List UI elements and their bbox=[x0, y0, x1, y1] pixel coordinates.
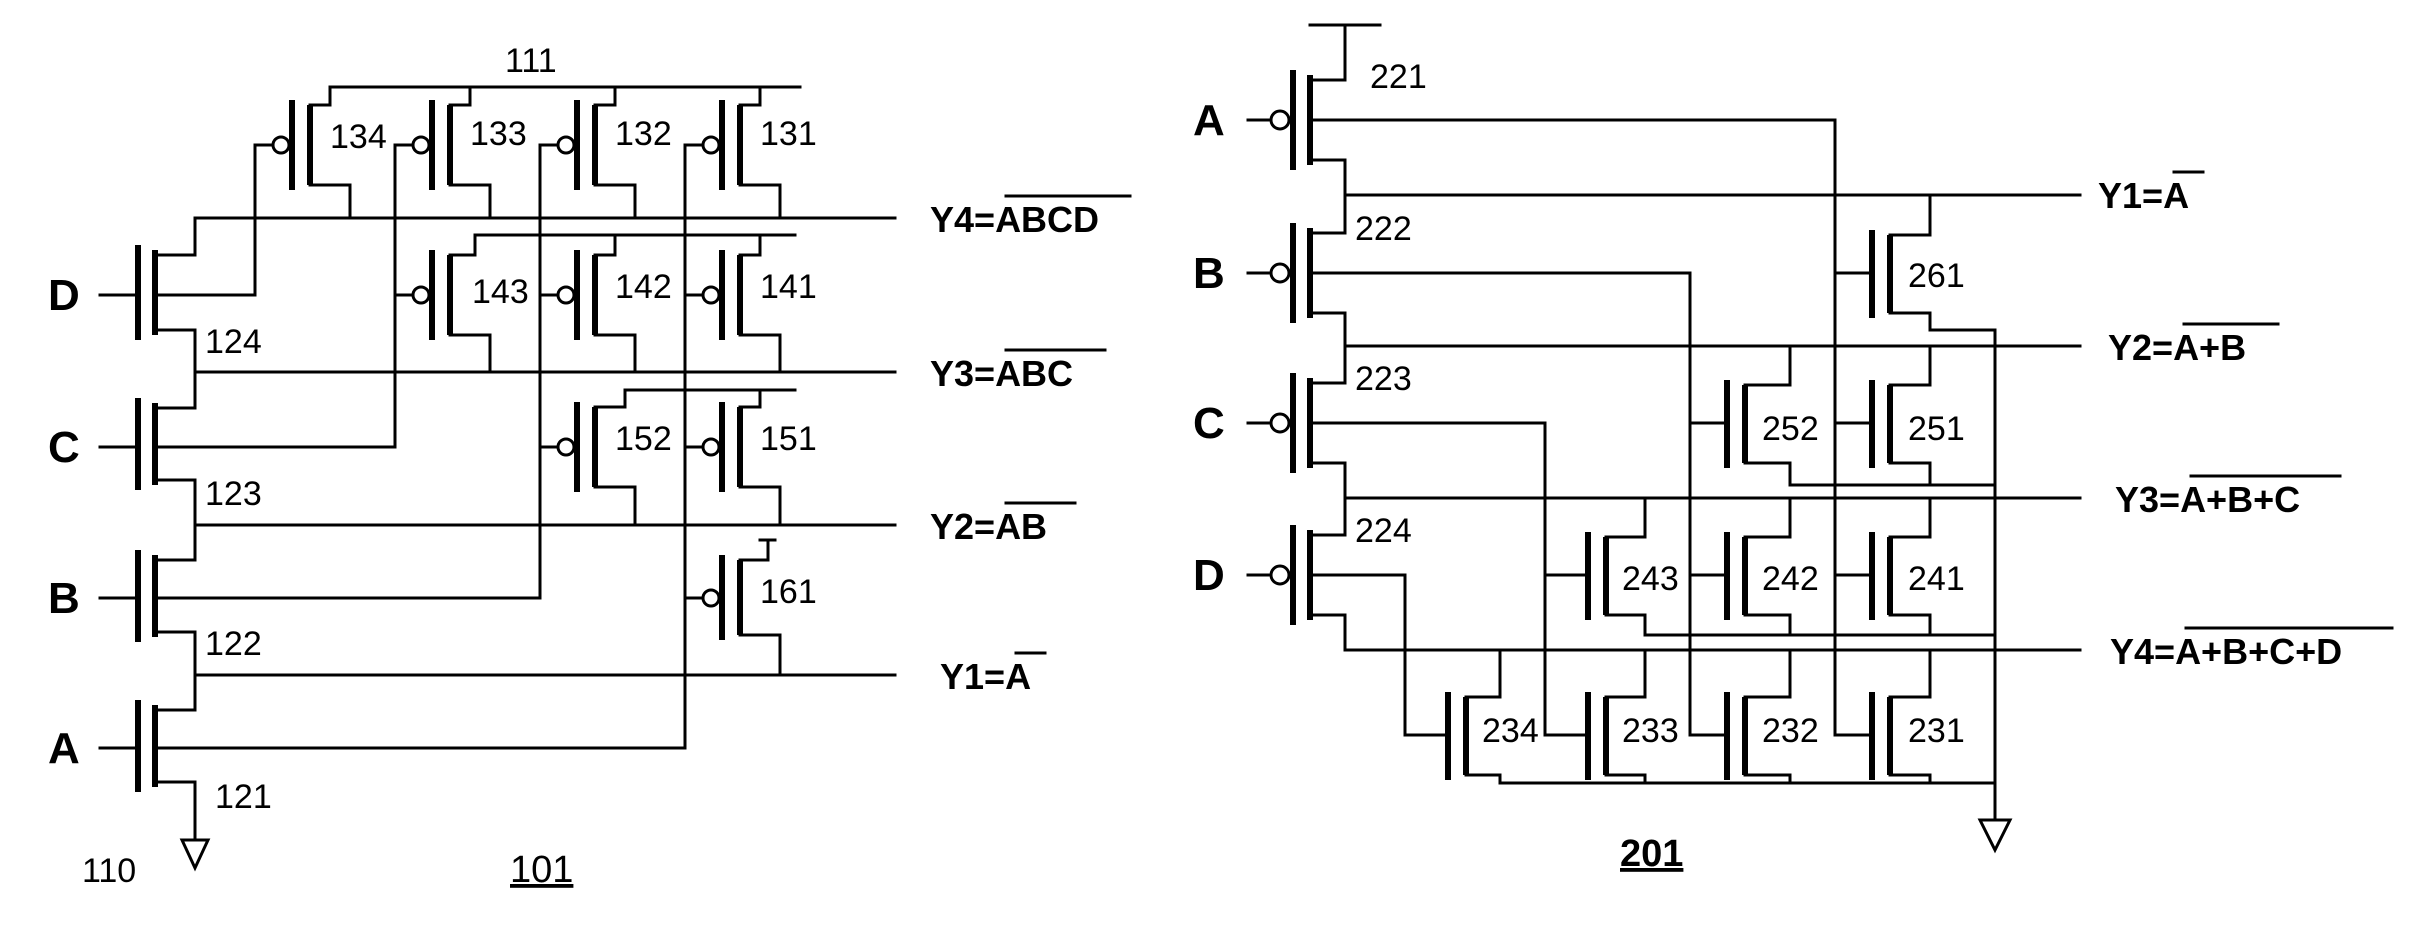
label-233: 233 bbox=[1622, 712, 1679, 750]
input-a-201: A bbox=[1193, 96, 1225, 145]
svg-text:Y4=A+B+C+D: Y4=A+B+C+D bbox=[2110, 631, 2342, 672]
svg-text:Y4=ABCD: Y4=ABCD bbox=[930, 199, 1099, 240]
input-b: B bbox=[48, 574, 80, 623]
pmos-row-y2 bbox=[538, 388, 782, 527]
output-y3-201: Y3=A+B+C bbox=[2115, 474, 2342, 520]
label-251: 251 bbox=[1908, 410, 1965, 448]
output-y3: Y3=ABC bbox=[930, 348, 1107, 394]
ground-icon-201 bbox=[1977, 818, 2013, 854]
node-224: 224 bbox=[1355, 512, 1412, 550]
label-151: 151 bbox=[760, 420, 817, 458]
input-b-201: B bbox=[1193, 249, 1225, 298]
output-y1: Y1=A bbox=[940, 651, 1047, 697]
label-243: 243 bbox=[1622, 560, 1679, 598]
node-121: 121 bbox=[215, 778, 272, 816]
pmos-row-y1 bbox=[683, 538, 782, 677]
figure-label-201: 201 bbox=[1620, 833, 1683, 875]
label-142: 142 bbox=[615, 268, 672, 306]
svg-text:Y3=ABC: Y3=ABC bbox=[930, 353, 1073, 394]
nmos-261 bbox=[1833, 193, 1997, 332]
svg-text:Y2=AB: Y2=AB bbox=[930, 506, 1047, 547]
nmos-row-y3-201 bbox=[1543, 496, 1997, 637]
label-241: 241 bbox=[1908, 560, 1965, 598]
label-141: 141 bbox=[760, 268, 817, 306]
input-a: A bbox=[48, 724, 80, 773]
input-d-201: D bbox=[1193, 551, 1225, 600]
input-c-201: C bbox=[1193, 399, 1225, 448]
label-132: 132 bbox=[615, 115, 672, 153]
pmos-stack-201 bbox=[1290, 70, 1347, 652]
output-y1-201: Y1=A bbox=[2098, 170, 2205, 216]
ground-label: 110 bbox=[82, 852, 136, 890]
node-221: 221 bbox=[1370, 58, 1427, 96]
nmos-row-y2-201 bbox=[1688, 344, 1997, 487]
svg-text:Y1=A: Y1=A bbox=[2098, 175, 2189, 216]
node-124: 124 bbox=[205, 323, 262, 361]
supply-label: 111 bbox=[505, 42, 557, 80]
node-122: 122 bbox=[205, 625, 262, 663]
circuit-201: 221 bbox=[1193, 23, 2394, 875]
figure-label-101: 101 bbox=[510, 849, 573, 891]
node-223: 223 bbox=[1355, 360, 1412, 398]
label-234: 234 bbox=[1482, 712, 1539, 750]
svg-text:Y3=A+B+C: Y3=A+B+C bbox=[2115, 479, 2300, 520]
label-133: 133 bbox=[470, 115, 527, 153]
node-222: 222 bbox=[1355, 210, 1412, 248]
input-d: D bbox=[48, 271, 80, 320]
label-152: 152 bbox=[615, 420, 672, 458]
ground-icon bbox=[179, 838, 211, 872]
svg-text:Y1=A: Y1=A bbox=[940, 656, 1031, 697]
label-143: 143 bbox=[472, 273, 529, 311]
node-123: 123 bbox=[205, 475, 262, 513]
label-261: 261 bbox=[1908, 257, 1965, 295]
label-131: 131 bbox=[760, 115, 817, 153]
pmos-row-y4 bbox=[253, 85, 782, 220]
label-252: 252 bbox=[1762, 410, 1819, 448]
label-232: 232 bbox=[1762, 712, 1819, 750]
nmos-stack-101 bbox=[135, 216, 211, 872]
output-y4: Y4=ABCD bbox=[930, 194, 1132, 240]
label-134: 134 bbox=[330, 118, 387, 156]
svg-text:Y2=A+B: Y2=A+B bbox=[2108, 327, 2246, 368]
input-c: C bbox=[48, 423, 80, 472]
output-y2-201: Y2=A+B bbox=[2108, 322, 2280, 368]
nmos-row-y4-201 bbox=[1403, 648, 1932, 785]
label-161: 161 bbox=[760, 573, 817, 611]
circuit-101: 111 bbox=[48, 42, 1132, 891]
output-y4-201: Y4=A+B+C+D bbox=[2110, 626, 2394, 672]
label-231: 231 bbox=[1908, 712, 1965, 750]
output-y2: Y2=AB bbox=[930, 501, 1077, 547]
label-242: 242 bbox=[1762, 560, 1819, 598]
pmos-row-y3 bbox=[393, 233, 782, 374]
